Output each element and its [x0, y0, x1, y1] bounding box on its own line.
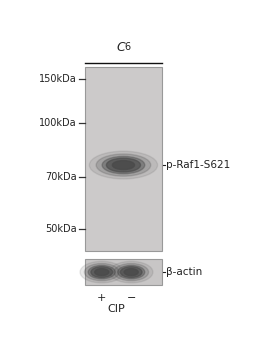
Ellipse shape — [114, 263, 148, 281]
Text: 50kDa: 50kDa — [45, 224, 77, 234]
Text: +: + — [97, 293, 106, 303]
Bar — [85, 67, 162, 251]
Text: C: C — [117, 41, 125, 54]
Ellipse shape — [118, 265, 145, 279]
Text: p-Raf1-S621: p-Raf1-S621 — [166, 160, 230, 170]
Ellipse shape — [91, 267, 113, 277]
Text: 70kDa: 70kDa — [45, 172, 77, 183]
Text: 100kDa: 100kDa — [39, 118, 77, 128]
Text: 150kDa: 150kDa — [39, 74, 77, 84]
Text: β-actin: β-actin — [166, 267, 202, 277]
Ellipse shape — [80, 261, 123, 283]
Ellipse shape — [88, 265, 115, 279]
Ellipse shape — [95, 269, 109, 276]
Ellipse shape — [96, 154, 151, 176]
Ellipse shape — [120, 267, 142, 277]
Ellipse shape — [112, 161, 135, 170]
Ellipse shape — [84, 263, 119, 281]
Ellipse shape — [110, 261, 153, 283]
Text: 6: 6 — [125, 42, 131, 52]
Ellipse shape — [102, 156, 145, 174]
Text: CIP: CIP — [108, 304, 125, 314]
Ellipse shape — [89, 151, 157, 179]
Text: −: − — [126, 293, 136, 303]
Ellipse shape — [124, 269, 138, 276]
Bar — [85, 259, 162, 285]
Ellipse shape — [106, 158, 141, 172]
